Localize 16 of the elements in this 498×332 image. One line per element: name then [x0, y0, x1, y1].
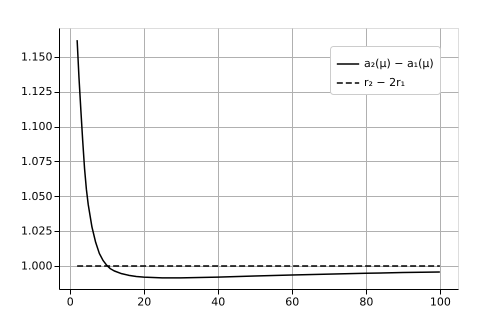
x-tick-label: 100 — [430, 296, 451, 308]
legend-label: r₂ − 2r₁ — [364, 76, 406, 89]
y-tick-label: 1.025 — [21, 224, 52, 238]
y-tick-label: 1.050 — [21, 190, 52, 203]
x-tick-label: 60 — [285, 296, 300, 308]
y-tick-label: 1.000 — [21, 259, 52, 272]
line-series — [76, 39, 441, 279]
x-tick-label: 20 — [137, 296, 152, 308]
x-tick-label: 0 — [66, 296, 74, 308]
y-tick-label: 1.150 — [21, 50, 52, 64]
x-tick-label: 80 — [359, 296, 374, 308]
y-tick-label: 1.100 — [21, 120, 52, 134]
x-tick-label: 40 — [211, 296, 226, 308]
y-tick-label: 1.125 — [21, 85, 52, 98]
legend-label: a₂(μ) − a₁(μ) — [364, 57, 434, 70]
y-tick-label: 1.075 — [21, 154, 52, 168]
